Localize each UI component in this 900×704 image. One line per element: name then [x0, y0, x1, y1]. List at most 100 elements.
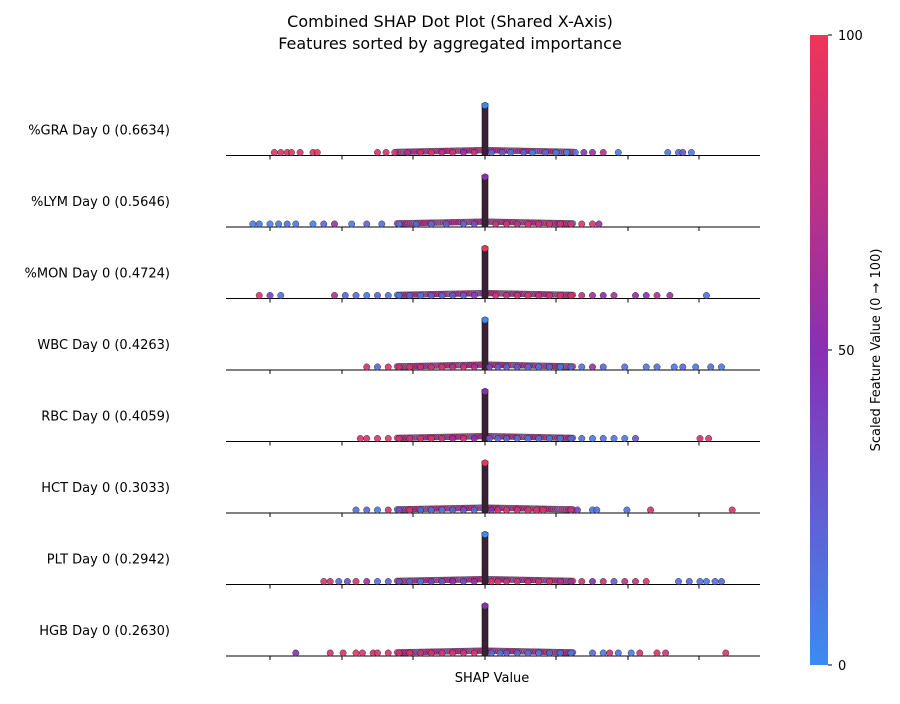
dot: [395, 506, 403, 514]
dot: [513, 435, 521, 442]
dot: [728, 506, 736, 514]
dot: [556, 363, 564, 371]
dot: [567, 649, 575, 657]
dot: [374, 578, 381, 585]
dot: [574, 506, 581, 514]
feature-label: %LYM Day 0 (0.5646): [31, 195, 170, 210]
dot: [352, 578, 360, 585]
dot: [442, 220, 450, 228]
feature-row: HCT Day 0 (0.3033): [41, 459, 760, 517]
dot: [449, 649, 457, 657]
dot: [460, 220, 467, 228]
dot: [589, 578, 596, 585]
dot: [524, 292, 532, 299]
dot: [363, 578, 371, 585]
dot: [277, 149, 285, 156]
dot: [255, 220, 263, 228]
dot: [580, 149, 588, 156]
dot: [524, 649, 532, 657]
dot: [492, 292, 500, 299]
dot: [470, 292, 478, 299]
dot: [481, 316, 489, 324]
feature-label: HGB Day 0 (0.2630): [39, 624, 170, 639]
dot: [718, 578, 725, 585]
feature-row: %GRA Day 0 (0.6634): [28, 102, 760, 160]
dot: [567, 292, 575, 299]
dot: [320, 578, 328, 585]
dot: [292, 220, 300, 228]
dot: [343, 578, 351, 585]
dot: [470, 363, 478, 371]
dot: [363, 506, 371, 514]
dot: [664, 149, 672, 156]
dot: [275, 220, 283, 228]
colorbar-tick-label-0: 0: [838, 659, 846, 674]
dot: [488, 578, 495, 585]
dot: [503, 363, 510, 371]
dot: [535, 649, 543, 657]
dot: [528, 149, 536, 156]
dot: [384, 649, 392, 657]
dot: [406, 506, 414, 514]
dot: [546, 578, 553, 585]
feature-label: %MON Day 0 (0.4724): [25, 267, 171, 282]
dot: [438, 578, 446, 585]
colorbar-tick-label-50: 50: [838, 344, 855, 359]
dot: [427, 649, 435, 657]
dot: [460, 292, 467, 299]
dot: [339, 649, 347, 657]
dot: [595, 220, 603, 228]
dot: [395, 292, 403, 299]
dot: [627, 649, 635, 657]
dot: [533, 506, 541, 514]
dot: [513, 292, 521, 299]
dot: [722, 649, 730, 657]
dot: [374, 506, 381, 514]
dot: [335, 578, 343, 585]
dot: [599, 435, 607, 442]
dot: [567, 363, 575, 371]
dot: [470, 578, 478, 585]
feature-label: PLT Day 0 (0.2942): [47, 553, 170, 568]
dot: [288, 149, 295, 156]
dot: [485, 435, 493, 442]
dot: [705, 435, 713, 442]
dot: [621, 363, 629, 371]
dot: [599, 149, 607, 156]
dot: [481, 459, 489, 467]
dot: [384, 506, 392, 514]
dot: [406, 363, 414, 371]
dot: [578, 363, 586, 371]
feature-label: RBC Day 0 (0.4059): [41, 410, 170, 425]
dot: [589, 363, 596, 371]
dot: [513, 578, 521, 585]
dot: [524, 220, 532, 228]
dot: [541, 149, 549, 156]
dot: [513, 506, 521, 514]
dot: [589, 149, 596, 156]
feature-label: %GRA Day 0 (0.6634): [28, 124, 170, 139]
dot: [496, 649, 504, 657]
dot: [707, 363, 715, 371]
dot: [266, 220, 274, 228]
dot: [503, 506, 510, 514]
dot: [556, 435, 564, 442]
dot: [395, 220, 403, 228]
dot: [535, 578, 543, 585]
dot: [546, 435, 553, 442]
dot: [662, 649, 670, 657]
dot: [524, 506, 532, 514]
dot: [571, 149, 579, 156]
dot: [546, 292, 553, 299]
dot: [356, 435, 364, 442]
dot: [606, 649, 614, 657]
dot: [692, 363, 700, 371]
dot: [642, 578, 650, 585]
dot: [417, 363, 424, 371]
dot: [503, 220, 510, 228]
dot: [599, 649, 607, 657]
feature-rows: %GRA Day 0 (0.6634) %LYM Day 0 (0.5646) %M…: [25, 102, 760, 660]
dot: [331, 292, 338, 299]
dot: [374, 435, 381, 442]
